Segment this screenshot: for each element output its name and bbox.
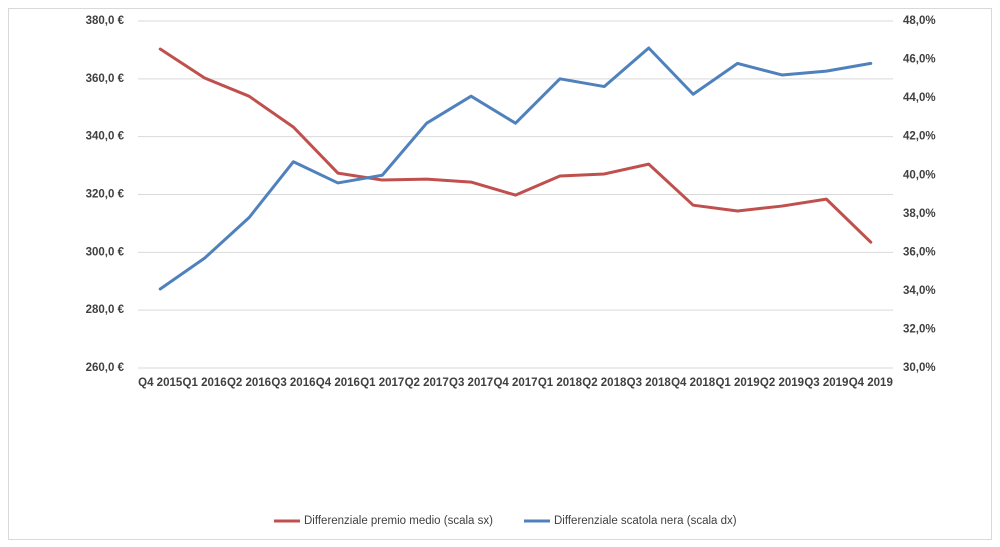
y2-tick-label: 36,0% — [903, 246, 936, 258]
x-tick-label: Q4 2019 — [849, 377, 893, 389]
y2-tick-label: 40,0% — [903, 169, 936, 181]
x-tick-label: Q1 2017 — [360, 377, 404, 389]
x-tick-label: Q1 2019 — [715, 377, 759, 389]
y2-tick-label: 42,0% — [903, 131, 936, 143]
x-tick-label: Q3 2019 — [804, 377, 848, 389]
y-tick-label: 300,0 € — [86, 246, 125, 258]
y-tick-label: 320,0 € — [86, 189, 125, 201]
y2-tick-label: 34,0% — [903, 285, 936, 297]
x-tick-label: Q4 2017 — [493, 377, 537, 389]
x-tick-label: Q1 2016 — [183, 377, 227, 389]
series-line — [158, 47, 873, 244]
x-tick-label: Q3 2017 — [449, 377, 493, 389]
y-tick-label: 380,0 € — [86, 15, 125, 27]
x-tick-label: Q3 2016 — [271, 377, 315, 389]
legend-label: Differenziale premio medio (scala sx) — [304, 515, 493, 527]
y2-tick-label: 30,0% — [903, 362, 936, 374]
series-line — [158, 46, 873, 291]
y-tick-label: 280,0 € — [86, 304, 125, 316]
x-tick-label: Q4 2018 — [671, 377, 716, 389]
x-tick-label: Q3 2018 — [627, 377, 672, 389]
y2-tick-label: 48,0% — [903, 15, 936, 27]
x-tick-label: Q1 2018 — [538, 377, 583, 389]
x-tick-label: Q2 2017 — [405, 377, 449, 389]
x-tick-label: Q4 2015 — [138, 377, 183, 389]
x-tick-label: Q2 2016 — [227, 377, 271, 389]
y2-tick-label: 38,0% — [903, 208, 936, 220]
x-tick-label: Q2 2018 — [582, 377, 627, 389]
y-tick-label: 340,0 € — [86, 131, 125, 143]
y2-tick-label: 46,0% — [903, 54, 936, 66]
y2-tick-label: 44,0% — [903, 92, 936, 104]
y-tick-label: 260,0 € — [86, 362, 125, 374]
legend-label: Differenziale scatola nera (scala dx) — [554, 515, 737, 527]
y2-tick-label: 32,0% — [903, 323, 936, 335]
chart-border — [8, 8, 992, 540]
x-tick-label: Q2 2019 — [760, 377, 804, 389]
x-tick-label: Q4 2016 — [316, 377, 360, 389]
y-tick-label: 360,0 € — [86, 73, 125, 85]
